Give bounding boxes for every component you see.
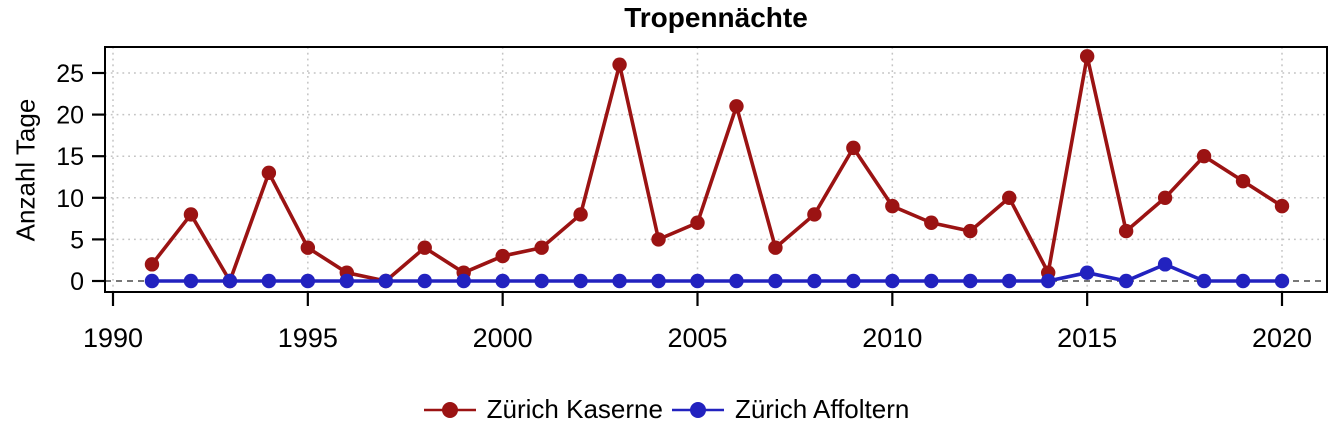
data-point-z-rich-kaserne bbox=[261, 165, 277, 181]
series-z-rich-affoltern bbox=[144, 257, 1290, 289]
data-point-z-rich-affoltern bbox=[846, 273, 861, 289]
data-point-z-rich-affoltern bbox=[729, 273, 744, 289]
data-point-z-rich-kaserne bbox=[651, 232, 666, 247]
data-point-z-rich-affoltern bbox=[768, 273, 783, 289]
data-point-z-rich-kaserne bbox=[807, 207, 822, 222]
data-point-z-rich-affoltern bbox=[222, 273, 238, 289]
data-point-z-rich-kaserne bbox=[495, 248, 510, 264]
data-point-z-rich-affoltern bbox=[885, 273, 900, 289]
legend-label-affoltern: Zürich Affoltern bbox=[734, 394, 910, 424]
data-point-z-rich-kaserne bbox=[1118, 223, 1134, 239]
data-point-z-rich-kaserne bbox=[729, 99, 744, 114]
data-point-z-rich-affoltern bbox=[417, 273, 432, 289]
data-point-z-rich-kaserne bbox=[417, 240, 432, 255]
x-tick-label: 2020 bbox=[1252, 323, 1312, 353]
data-point-z-rich-kaserne bbox=[1157, 190, 1173, 205]
data-point-z-rich-affoltern bbox=[807, 273, 822, 289]
legend-item-kaserne: Zürich Kaserne bbox=[423, 394, 663, 425]
x-tick-label: 2010 bbox=[862, 323, 922, 353]
data-point-z-rich-kaserne bbox=[924, 215, 939, 230]
chart-title: Tropennächte bbox=[624, 2, 808, 33]
y-tick-label: 20 bbox=[56, 102, 84, 130]
data-point-z-rich-kaserne bbox=[534, 240, 549, 255]
x-tick-label: 2005 bbox=[667, 323, 727, 353]
x-tick-label: 2015 bbox=[1057, 323, 1117, 353]
data-point-z-rich-kaserne bbox=[963, 223, 978, 239]
data-point-z-rich-kaserne bbox=[846, 140, 861, 156]
data-point-z-rich-kaserne bbox=[1274, 198, 1290, 214]
data-point-z-rich-affoltern bbox=[456, 273, 471, 289]
data-point-z-rich-affoltern bbox=[963, 273, 978, 289]
data-point-z-rich-affoltern bbox=[1002, 273, 1017, 289]
data-point-z-rich-affoltern bbox=[1118, 273, 1134, 289]
data-point-z-rich-affoltern bbox=[534, 273, 549, 289]
data-point-z-rich-affoltern bbox=[261, 273, 277, 289]
data-point-z-rich-affoltern bbox=[300, 273, 316, 289]
y-tick-label: 25 bbox=[56, 60, 84, 88]
data-point-z-rich-affoltern bbox=[573, 273, 588, 289]
plot-border bbox=[104, 46, 1328, 293]
series-line-z-rich-affoltern bbox=[150, 262, 1284, 283]
data-point-z-rich-affoltern bbox=[1196, 273, 1212, 289]
y-tick-label: 10 bbox=[56, 185, 84, 213]
affoltern-line-marker-icon bbox=[671, 401, 724, 418]
gridlines bbox=[105, 47, 1327, 292]
y-tick-label: 5 bbox=[70, 226, 84, 254]
data-point-z-rich-affoltern bbox=[1274, 273, 1290, 289]
data-point-z-rich-kaserne bbox=[1002, 190, 1017, 205]
x-tick-label: 1990 bbox=[83, 323, 143, 353]
data-point-z-rich-kaserne bbox=[144, 257, 160, 272]
legend-item-affoltern: Zürich Affoltern bbox=[671, 394, 909, 425]
series-line-z-rich-kaserne bbox=[150, 54, 1284, 283]
x-tick-label: 2000 bbox=[473, 323, 533, 353]
data-point-z-rich-affoltern bbox=[495, 273, 510, 289]
data-point-z-rich-kaserne bbox=[1079, 49, 1095, 64]
data-point-z-rich-kaserne bbox=[1235, 173, 1251, 189]
data-point-z-rich-kaserne bbox=[1196, 149, 1212, 164]
y-tick-label: 0 bbox=[70, 268, 84, 296]
data-point-z-rich-kaserne bbox=[612, 57, 627, 72]
data-point-z-rich-affoltern bbox=[690, 273, 705, 289]
data-point-z-rich-kaserne bbox=[885, 198, 900, 214]
line-chart-plot-area: 0 5 10 15 20 25 1990 1995 2000 2005 2010 2015 2020 bbox=[56, 46, 1328, 353]
data-point-z-rich-kaserne bbox=[768, 240, 783, 255]
data-point-z-rich-affoltern bbox=[144, 273, 160, 289]
kaserne-line-marker-icon bbox=[423, 401, 476, 418]
data-point-z-rich-affoltern bbox=[183, 273, 199, 289]
data-point-z-rich-affoltern bbox=[1041, 273, 1056, 289]
data-point-z-rich-affoltern bbox=[1079, 265, 1095, 280]
axes: 0 5 10 15 20 25 1990 1995 2000 2005 2010 2015 2020 bbox=[56, 60, 1312, 353]
series-z-rich-kaserne bbox=[144, 49, 1290, 289]
data-point-z-rich-affoltern bbox=[378, 273, 393, 289]
data-point-z-rich-affoltern bbox=[1235, 273, 1251, 289]
x-tick-label: 1995 bbox=[278, 323, 338, 353]
data-point-z-rich-affoltern bbox=[924, 273, 939, 289]
data-point-z-rich-kaserne bbox=[690, 215, 705, 230]
legend-label-kaserne: Zürich Kaserne bbox=[486, 394, 663, 424]
legend: Zürich Kaserne Zürich Affoltern bbox=[0, 394, 1332, 425]
data-point-z-rich-affoltern bbox=[612, 273, 627, 289]
y-tick-label: 15 bbox=[56, 143, 84, 171]
data-point-z-rich-affoltern bbox=[1157, 257, 1173, 272]
data-point-z-rich-kaserne bbox=[300, 240, 316, 255]
data-point-z-rich-kaserne bbox=[573, 207, 588, 222]
data-point-z-rich-affoltern bbox=[651, 273, 666, 289]
data-point-z-rich-affoltern bbox=[339, 273, 354, 289]
data-point-z-rich-kaserne bbox=[183, 207, 199, 222]
